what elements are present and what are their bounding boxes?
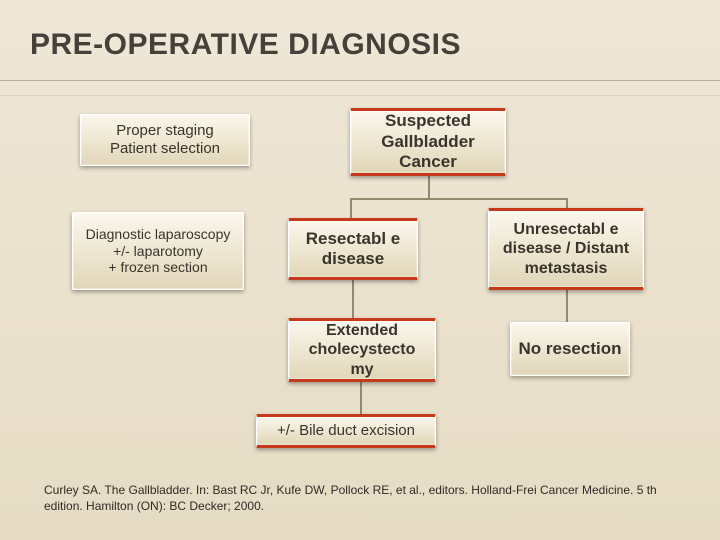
connector <box>352 280 354 318</box>
node-diag: Diagnostic laparoscopy +/- laparotomy + … <box>72 212 244 290</box>
connector <box>360 382 362 414</box>
connector <box>350 198 568 200</box>
connector <box>428 176 430 198</box>
title-rule <box>0 80 720 81</box>
node-resect: Resectabl e disease <box>288 218 418 280</box>
node-unresect: Unresectabl e disease / Distant metastas… <box>488 208 644 290</box>
node-suspected: Suspected Gallbladder Cancer <box>350 108 506 176</box>
connector <box>566 290 568 322</box>
node-noresect: No resection <box>510 322 630 376</box>
diagram-stage: Proper staging Patient selection Suspecte… <box>0 96 720 540</box>
connector <box>350 198 352 218</box>
node-bileduct: +/- Bile duct excision <box>256 414 436 448</box>
node-staging: Proper staging Patient selection <box>80 114 250 166</box>
citation-text: Curley SA. The Gallbladder. In: Bast RC … <box>44 482 690 514</box>
page-title: PRE-OPERATIVE DIAGNOSIS <box>0 0 720 66</box>
node-extended: Extended cholecystecto my <box>288 318 436 382</box>
connector <box>566 198 568 208</box>
